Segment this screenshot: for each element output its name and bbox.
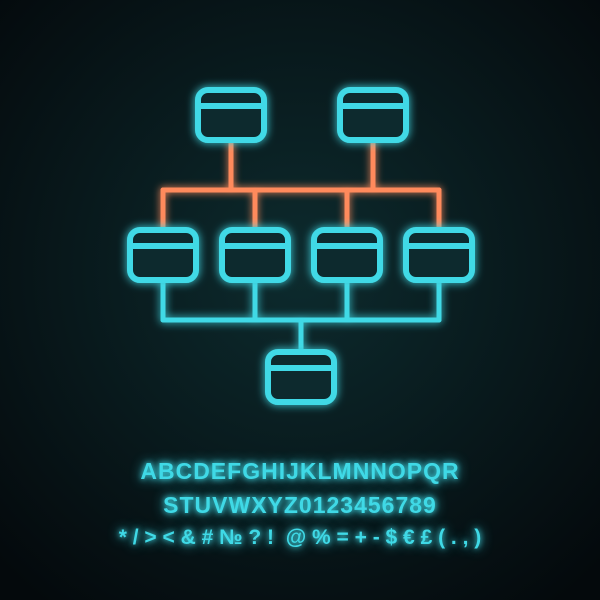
node-mid-2 xyxy=(222,230,288,280)
node-mid-3 xyxy=(314,230,380,280)
node-mid-1 xyxy=(130,230,196,280)
symbols-row: * / > < & # № ? ! @ % = + - $ € £ ( . , … xyxy=(0,526,600,550)
node-mid-4 xyxy=(406,230,472,280)
node-top-left xyxy=(198,90,264,140)
alphabet-row-1: ABCDEFGHIJKLMNNOPQR xyxy=(0,458,600,485)
node-bottom xyxy=(268,352,334,402)
node-top-right xyxy=(340,90,406,140)
alphabet-row-2: STUVWXYZ0123456789 xyxy=(0,492,600,519)
